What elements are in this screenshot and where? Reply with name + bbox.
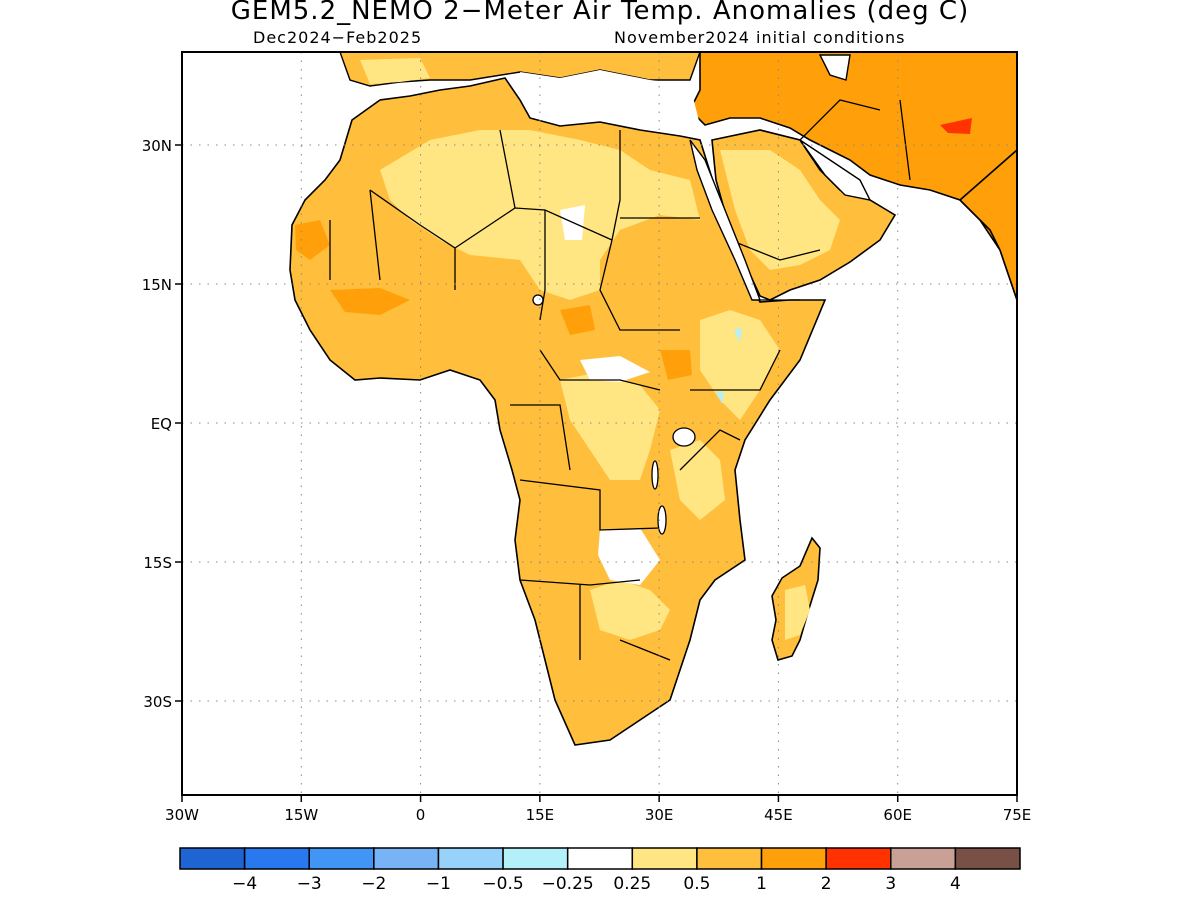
border-line — [369, 189, 381, 281]
border-line — [499, 129, 516, 209]
border-line — [729, 239, 821, 261]
border-line — [519, 479, 661, 531]
colorbar-label: 1 — [756, 874, 767, 894]
colorbar-swatch — [890, 847, 957, 870]
colorbar-swatch — [502, 847, 569, 870]
y-axis: 30N 15N EQ 15S 30S — [142, 137, 182, 711]
colorbar-label: 0.5 — [683, 874, 710, 894]
colorbar-label: −1 — [426, 874, 451, 894]
india-edge — [958, 148, 1017, 301]
y-tick-label: 15N — [142, 276, 172, 294]
southern-africa-weak-region — [590, 580, 670, 640]
x-tick-label: 30W — [165, 806, 199, 824]
madagascar-weak-region — [785, 585, 810, 640]
kenya-cool-region — [716, 392, 724, 404]
colorbar-swatch — [308, 847, 375, 870]
border-line — [690, 349, 781, 391]
land-shading — [289, 52, 1017, 746]
colorbar-swatch — [954, 847, 1021, 870]
colorbar-label: −0.5 — [482, 874, 523, 894]
central-sahel-strong-region — [560, 305, 595, 335]
angola-zambia-neutral — [598, 528, 660, 585]
persian-gulf — [799, 139, 872, 201]
colorbar-label: 2 — [821, 874, 832, 894]
colorbar-swatch — [825, 847, 892, 870]
colorbar-label: −3 — [297, 874, 322, 894]
caspian-sea — [818, 54, 851, 81]
lake-tanganyika — [651, 460, 659, 490]
colorbar-swatch — [243, 847, 310, 870]
border-line — [454, 207, 613, 249]
lake-malawi — [657, 505, 667, 535]
grid-lines — [182, 52, 1017, 795]
colorbar-swatch — [760, 847, 827, 870]
map-area — [289, 52, 1017, 746]
south-sudan-strong-region — [660, 350, 692, 380]
x-tick-label: 15W — [284, 806, 318, 824]
x-tick-label: 45E — [764, 806, 793, 824]
y-tick-label: 30N — [142, 137, 172, 155]
x-tick-label: 60E — [883, 806, 912, 824]
lakes — [532, 294, 696, 535]
y-tick-label: EQ — [151, 415, 172, 433]
red-sea — [689, 139, 762, 301]
colorbar-swatch — [373, 847, 440, 870]
neutral-shading — [520, 70, 700, 585]
congo-weak-region — [560, 372, 660, 480]
central-africa-neutral — [580, 356, 650, 382]
border-line — [899, 99, 911, 181]
x-axis: 30W 15W 0 15E 30E 45E 60E 75E — [165, 795, 1031, 824]
y-tick-label: 30S — [143, 693, 172, 711]
initial-conditions: November2024 initial conditions — [614, 28, 906, 47]
colorbar-label: 4 — [950, 874, 961, 894]
colorbar-label: 3 — [885, 874, 896, 894]
x-tick-label: 30E — [645, 806, 674, 824]
colorbar-swatch — [696, 847, 763, 870]
colorbar-label: −4 — [232, 874, 257, 894]
libya-coast-neutral — [520, 70, 700, 132]
africa-landmass — [289, 77, 827, 746]
colorbar-swatch — [566, 847, 634, 870]
east-africa-weak-region — [670, 440, 725, 520]
border-line — [510, 404, 571, 471]
sahel-strong-region — [330, 288, 410, 315]
country-borders — [329, 99, 911, 661]
x-tick-label: 15E — [526, 806, 555, 824]
arabia-weak-region — [720, 150, 840, 270]
x-tick-label: 0 — [416, 806, 426, 824]
border-line — [619, 639, 671, 661]
border-line — [799, 99, 881, 141]
x-tick-label: 75E — [1003, 806, 1032, 824]
afghanistan-extreme-region — [940, 118, 972, 134]
colorbar: −4 −3 −2 −1 −0.5 −0.25 0.25 0.5 1 2 3 4 — [179, 847, 1021, 894]
colorbar-label: −0.25 — [542, 874, 594, 894]
y-tick-label: 15S — [143, 554, 172, 572]
ethiopia-cool-region — [734, 328, 742, 342]
weak-anomaly-shading — [360, 58, 840, 640]
border-line — [679, 429, 741, 471]
colorbar-label: 0.25 — [613, 874, 651, 894]
border-line — [599, 239, 680, 331]
lake-chad — [532, 294, 544, 306]
iberia-weak-region — [360, 58, 430, 84]
border-line — [539, 349, 661, 391]
strong-anomaly-shading — [295, 70, 900, 380]
colorbar-swatch — [437, 847, 504, 870]
colorbar-label: −2 — [361, 874, 386, 894]
colorbar-swatch — [179, 847, 246, 870]
west-africa-strong-region — [295, 220, 330, 260]
forecast-period: Dec2024−Feb2025 — [253, 28, 423, 47]
border-line — [369, 189, 456, 290]
lake-victoria — [672, 427, 696, 447]
border-line — [611, 130, 621, 241]
border-line — [539, 210, 546, 321]
border-line — [519, 579, 641, 586]
colorbar-swatch — [631, 847, 698, 870]
iran-strong-region — [810, 70, 900, 150]
map-title: GEM5.2_NEMO 2−Meter Air Temp. Anomalies … — [230, 0, 970, 26]
